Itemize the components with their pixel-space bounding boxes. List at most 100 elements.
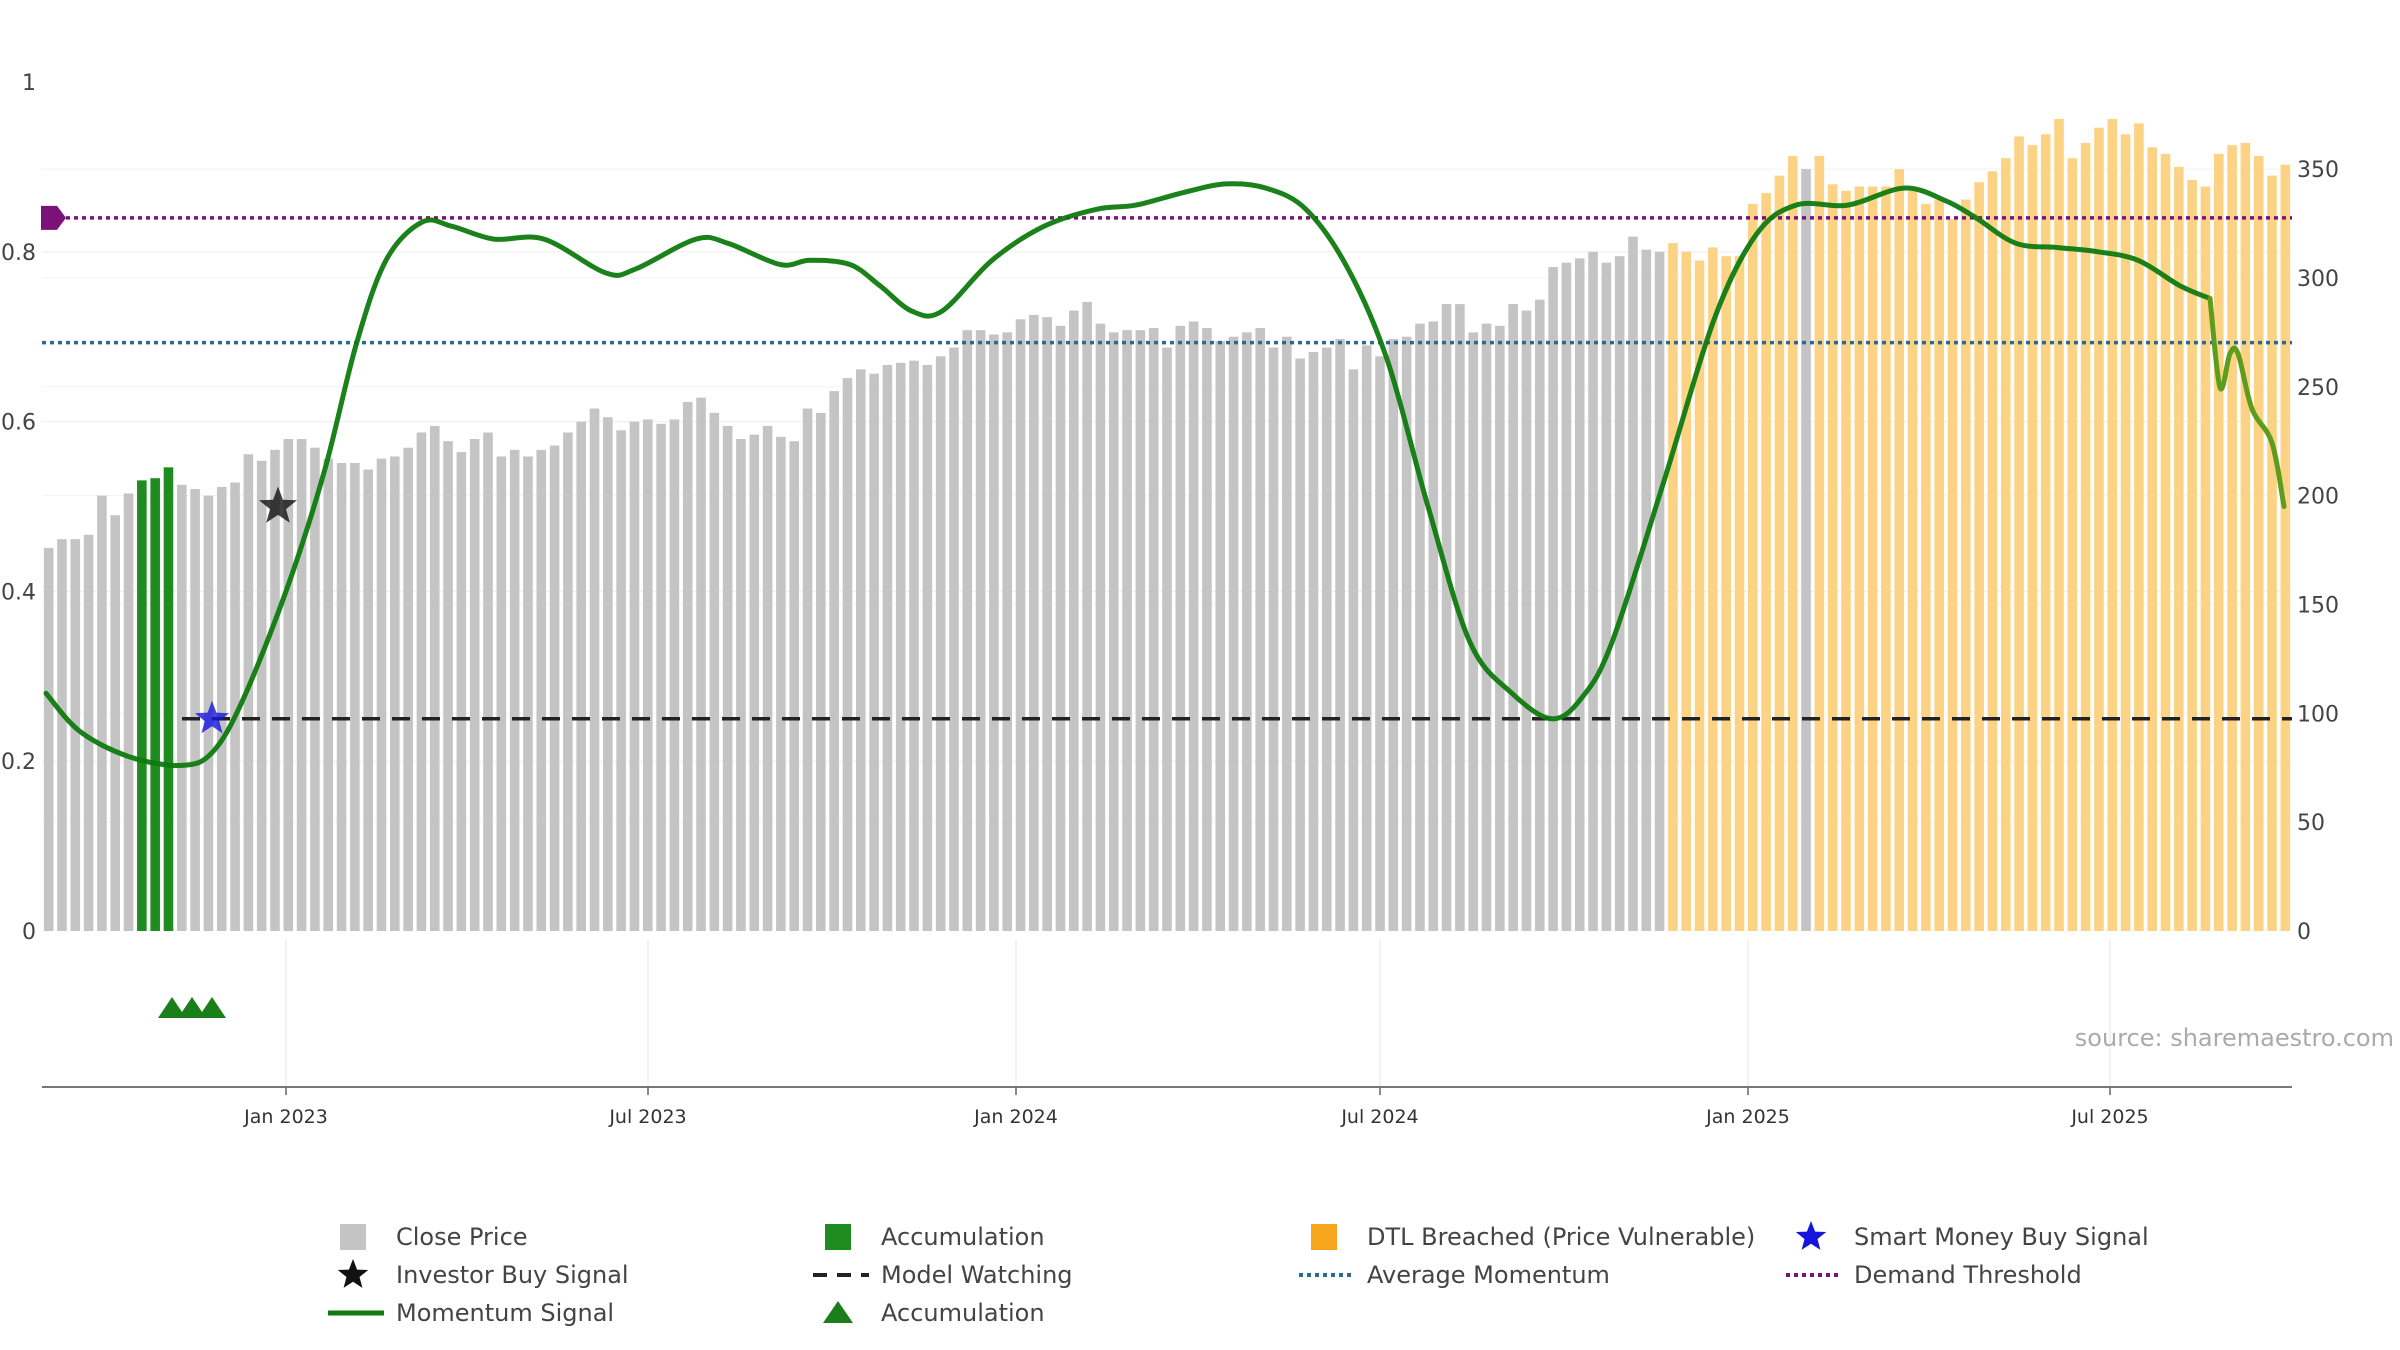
price-bars (43, 119, 2291, 932)
right-tick-label: 150 (2297, 593, 2339, 618)
dtl-breached-bar (2094, 127, 2104, 931)
right-tick-label: 350 (2297, 158, 2339, 183)
dtl-breached-bar (1921, 203, 1931, 931)
close-price-bar (469, 439, 480, 931)
close-price-bar (1215, 341, 1226, 931)
accumulation-triangle (198, 997, 226, 1018)
dtl-breached-bar (2174, 166, 2184, 931)
close-price-bar (256, 460, 267, 931)
close-price-bar (1481, 323, 1492, 932)
left-tick-label: 0.2 (1, 750, 36, 775)
close-price-bar (603, 417, 613, 931)
close-price-bar (1654, 251, 1665, 932)
close-price-bar (1801, 169, 1811, 932)
right-tick-label: 0 (2297, 920, 2311, 945)
close-price-bar (1202, 327, 1212, 931)
close-price-bar (776, 436, 786, 931)
close-price-bar (1148, 327, 1159, 931)
close-price-bar (989, 334, 999, 931)
close-price-bar (935, 356, 946, 931)
close-price-bar (376, 458, 387, 931)
close-price-bar (1388, 338, 1399, 931)
close-price-bar (1255, 327, 1265, 931)
close-price-bar (496, 456, 507, 931)
signal-markers (41, 205, 297, 1018)
axes: 0 0.2 0.4 0.6 0.8 1 0 50 100 150 200 250 300 350 Jan 2… (1, 71, 2339, 1128)
close-price-bar (1361, 345, 1372, 931)
left-tick-label: 0.8 (1, 241, 36, 266)
close-price-bar (1401, 336, 1412, 931)
close-price-bar (83, 534, 94, 931)
dtl-breached-bar (1734, 256, 1745, 932)
close-price-bar (336, 462, 347, 931)
close-price-bar (1428, 321, 1439, 931)
dtl-breached-bar (1721, 256, 1731, 932)
dtl-breached-bar (1827, 184, 1838, 932)
close-price-bar (1095, 323, 1106, 932)
momentum-signal-line-late (2207, 296, 2287, 509)
dtl-breached-bar (2027, 145, 2038, 932)
close-price-bar (1135, 330, 1146, 932)
close-price-bar (1042, 317, 1052, 932)
dtl-breached-bar (1774, 175, 1785, 932)
right-tick-label: 100 (2297, 702, 2339, 727)
dtl-breached-bar (2120, 134, 2131, 931)
dtl-breached-bar (1881, 186, 1891, 931)
close-price-bar (669, 419, 680, 931)
close-price-bar (296, 439, 307, 931)
momentum-line (43, 181, 2287, 768)
dtl-breached-bar (2147, 147, 2157, 932)
close-price-bar (1441, 304, 1452, 931)
dtl-breached-bar (1974, 182, 1984, 932)
close-price-bar (869, 373, 879, 931)
close-price-bar (1548, 267, 1558, 931)
close-price-bar (190, 489, 200, 931)
accumulation-bar (137, 480, 147, 931)
close-price-bar (656, 423, 666, 931)
dtl-breached-bar (2134, 123, 2144, 931)
x-tick-label: Jan 2023 (243, 1106, 328, 1128)
close-price-bar (589, 408, 600, 931)
momentum-signal-line (43, 181, 2213, 768)
dtl-breached-bar (1854, 186, 1865, 931)
dtl-breached-bar (2000, 158, 2011, 931)
close-price-bar (709, 412, 720, 931)
close-price-bar (749, 434, 760, 931)
close-price-bar (1055, 325, 1066, 931)
source-label: source: sharemaestro.com (2075, 1024, 2394, 1052)
dtl-breached-bar (1748, 203, 1758, 931)
close-price-bar (1468, 332, 1479, 931)
close-price-bar (443, 441, 453, 931)
dtl-breached-bar (1694, 260, 1705, 931)
close-price-bar (270, 449, 280, 931)
close-price-bar (429, 425, 440, 931)
close-price-bar (1295, 358, 1305, 931)
dtl-breached-bar (2240, 142, 2251, 931)
close-price-bar (1308, 351, 1319, 931)
dtl-breached-bar (1961, 199, 1971, 932)
close-price-bar (895, 362, 906, 931)
close-price-bar (509, 449, 520, 931)
close-price-bar (789, 441, 800, 931)
close-price-bar (1268, 347, 1279, 932)
right-tick-label: 300 (2297, 267, 2339, 292)
right-tick-label: 250 (2297, 376, 2339, 401)
close-price-bar (1614, 256, 1625, 932)
dtl-breached-bar (1787, 156, 1798, 931)
close-price-bar (1561, 262, 1572, 932)
investor-buy-star (259, 486, 297, 523)
right-tick-label: 50 (2297, 811, 2325, 836)
close-price-bar (616, 430, 626, 931)
close-price-bar (1588, 251, 1598, 932)
close-price-bar (1108, 332, 1119, 931)
close-price-bar (350, 462, 360, 931)
accumulation-bar (150, 478, 160, 931)
close-price-bar (1534, 299, 1545, 931)
reference-lines (42, 216, 2292, 721)
close-price-bar (416, 432, 427, 931)
close-price-bar (1228, 336, 1239, 931)
dtl-breached-bar (2187, 179, 2197, 931)
close-price-bar (1348, 369, 1359, 931)
dtl-breached-bar (1987, 171, 1998, 931)
close-price-bar (762, 425, 773, 931)
